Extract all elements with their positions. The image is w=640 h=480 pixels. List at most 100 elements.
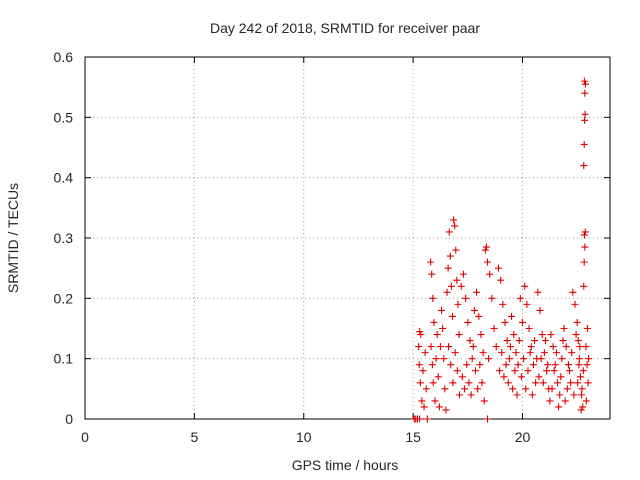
y-tick-label: 0.2 — [54, 290, 74, 306]
data-point — [445, 228, 453, 236]
data-point — [524, 367, 532, 375]
y-axis-label: SRMTID / TECUs — [5, 183, 21, 293]
data-point — [498, 349, 506, 357]
data-point — [471, 367, 479, 375]
data-point — [580, 77, 588, 85]
data-point — [451, 222, 459, 230]
data-point — [548, 385, 556, 393]
data-point — [536, 306, 544, 314]
data-point — [547, 331, 555, 339]
data-point — [453, 367, 461, 375]
data-point — [581, 89, 589, 97]
data-point — [514, 361, 522, 369]
data-point — [525, 325, 533, 332]
data-point — [575, 355, 583, 363]
x-axis-ticks: 0 5 10 15 20 — [81, 57, 530, 445]
x-tick-label: 0 — [81, 429, 89, 445]
data-point — [418, 397, 426, 405]
data-point — [523, 300, 531, 308]
data-point — [486, 270, 494, 278]
data-point — [430, 318, 438, 326]
data-point — [436, 343, 444, 351]
data-point — [570, 391, 578, 399]
data-point — [500, 373, 508, 381]
data-point — [562, 343, 570, 351]
data-point — [433, 331, 441, 339]
data-point — [572, 331, 580, 339]
x-tick-label: 5 — [190, 429, 198, 445]
data-point — [447, 361, 455, 369]
data-point — [438, 306, 446, 314]
data-point — [520, 355, 528, 363]
y-tick-label: 0.6 — [54, 49, 74, 65]
data-point — [576, 373, 584, 381]
data-point — [484, 415, 491, 423]
data-point — [419, 367, 427, 375]
data-point — [581, 116, 589, 124]
data-point — [475, 312, 483, 320]
data-point — [534, 288, 542, 296]
data-point — [579, 367, 587, 375]
data-point — [555, 403, 563, 411]
x-tick-label: 10 — [296, 429, 312, 445]
data-point — [568, 349, 576, 357]
y-tick-label: 0.5 — [54, 109, 74, 125]
data-point — [439, 325, 447, 332]
data-point — [511, 367, 519, 375]
data-point — [468, 355, 476, 363]
data-point — [417, 331, 425, 339]
data-point — [474, 385, 482, 393]
data-point — [457, 282, 465, 290]
data-point — [443, 288, 451, 296]
data-point — [535, 373, 543, 381]
data-point — [580, 231, 588, 239]
data-point — [481, 246, 489, 254]
data-point — [469, 343, 477, 351]
data-point — [456, 391, 463, 399]
data-point — [432, 355, 440, 363]
data-point — [464, 318, 472, 326]
data-point — [466, 337, 474, 345]
data-point — [451, 349, 459, 357]
data-point — [490, 325, 498, 332]
y-tick-label: 0.1 — [54, 351, 74, 367]
data-point — [512, 349, 520, 357]
data-point — [442, 406, 450, 414]
data-point — [569, 288, 577, 296]
data-point — [575, 361, 583, 369]
data-point — [428, 361, 436, 369]
data-point — [552, 349, 560, 357]
data-point — [580, 258, 588, 266]
data-point — [497, 276, 505, 284]
data-point — [479, 349, 487, 357]
data-point — [522, 385, 530, 393]
grid-lines — [85, 57, 610, 419]
data-point — [446, 252, 454, 260]
data-point — [538, 331, 546, 339]
data-point — [427, 343, 435, 351]
data-point — [422, 385, 430, 393]
data-point — [454, 300, 462, 308]
data-point — [501, 318, 509, 326]
data-point — [581, 228, 589, 236]
data-point — [506, 343, 514, 351]
data-point — [540, 349, 548, 357]
data-point — [579, 403, 587, 411]
data-point — [440, 355, 448, 363]
data-point — [564, 361, 572, 369]
data-point — [449, 312, 456, 320]
data-point — [415, 361, 423, 369]
data-point — [550, 367, 558, 375]
data-point — [478, 379, 486, 387]
data-point — [526, 349, 534, 357]
data-point — [461, 385, 469, 393]
data-point — [416, 415, 424, 423]
data-point — [583, 361, 591, 369]
data-point — [581, 243, 589, 251]
data-point — [416, 379, 424, 387]
data-point — [532, 379, 540, 387]
data-point — [571, 300, 579, 308]
data-point — [458, 373, 466, 381]
data-point — [543, 367, 551, 375]
data-point — [574, 379, 582, 387]
